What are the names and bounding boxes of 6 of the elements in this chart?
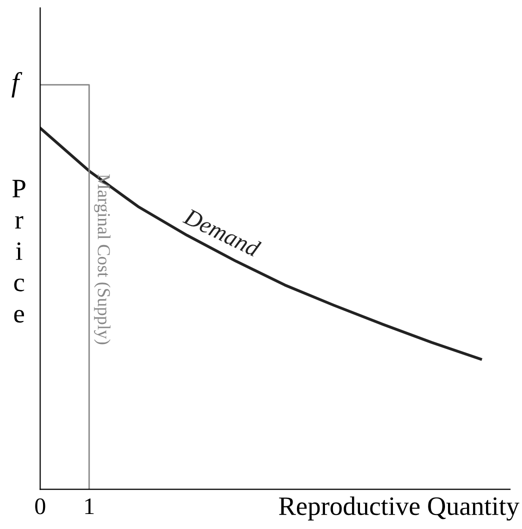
- y-axis-title: Price: [12, 180, 26, 323]
- x-axis-title: Reproductive Quantity: [279, 496, 520, 521]
- text: Marginal Cost (Supply): [94, 174, 110, 344]
- annotation: f: [12, 72, 22, 98]
- x-tick-label: 0: [35, 498, 46, 514]
- x-tick-label: 1: [85, 498, 94, 514]
